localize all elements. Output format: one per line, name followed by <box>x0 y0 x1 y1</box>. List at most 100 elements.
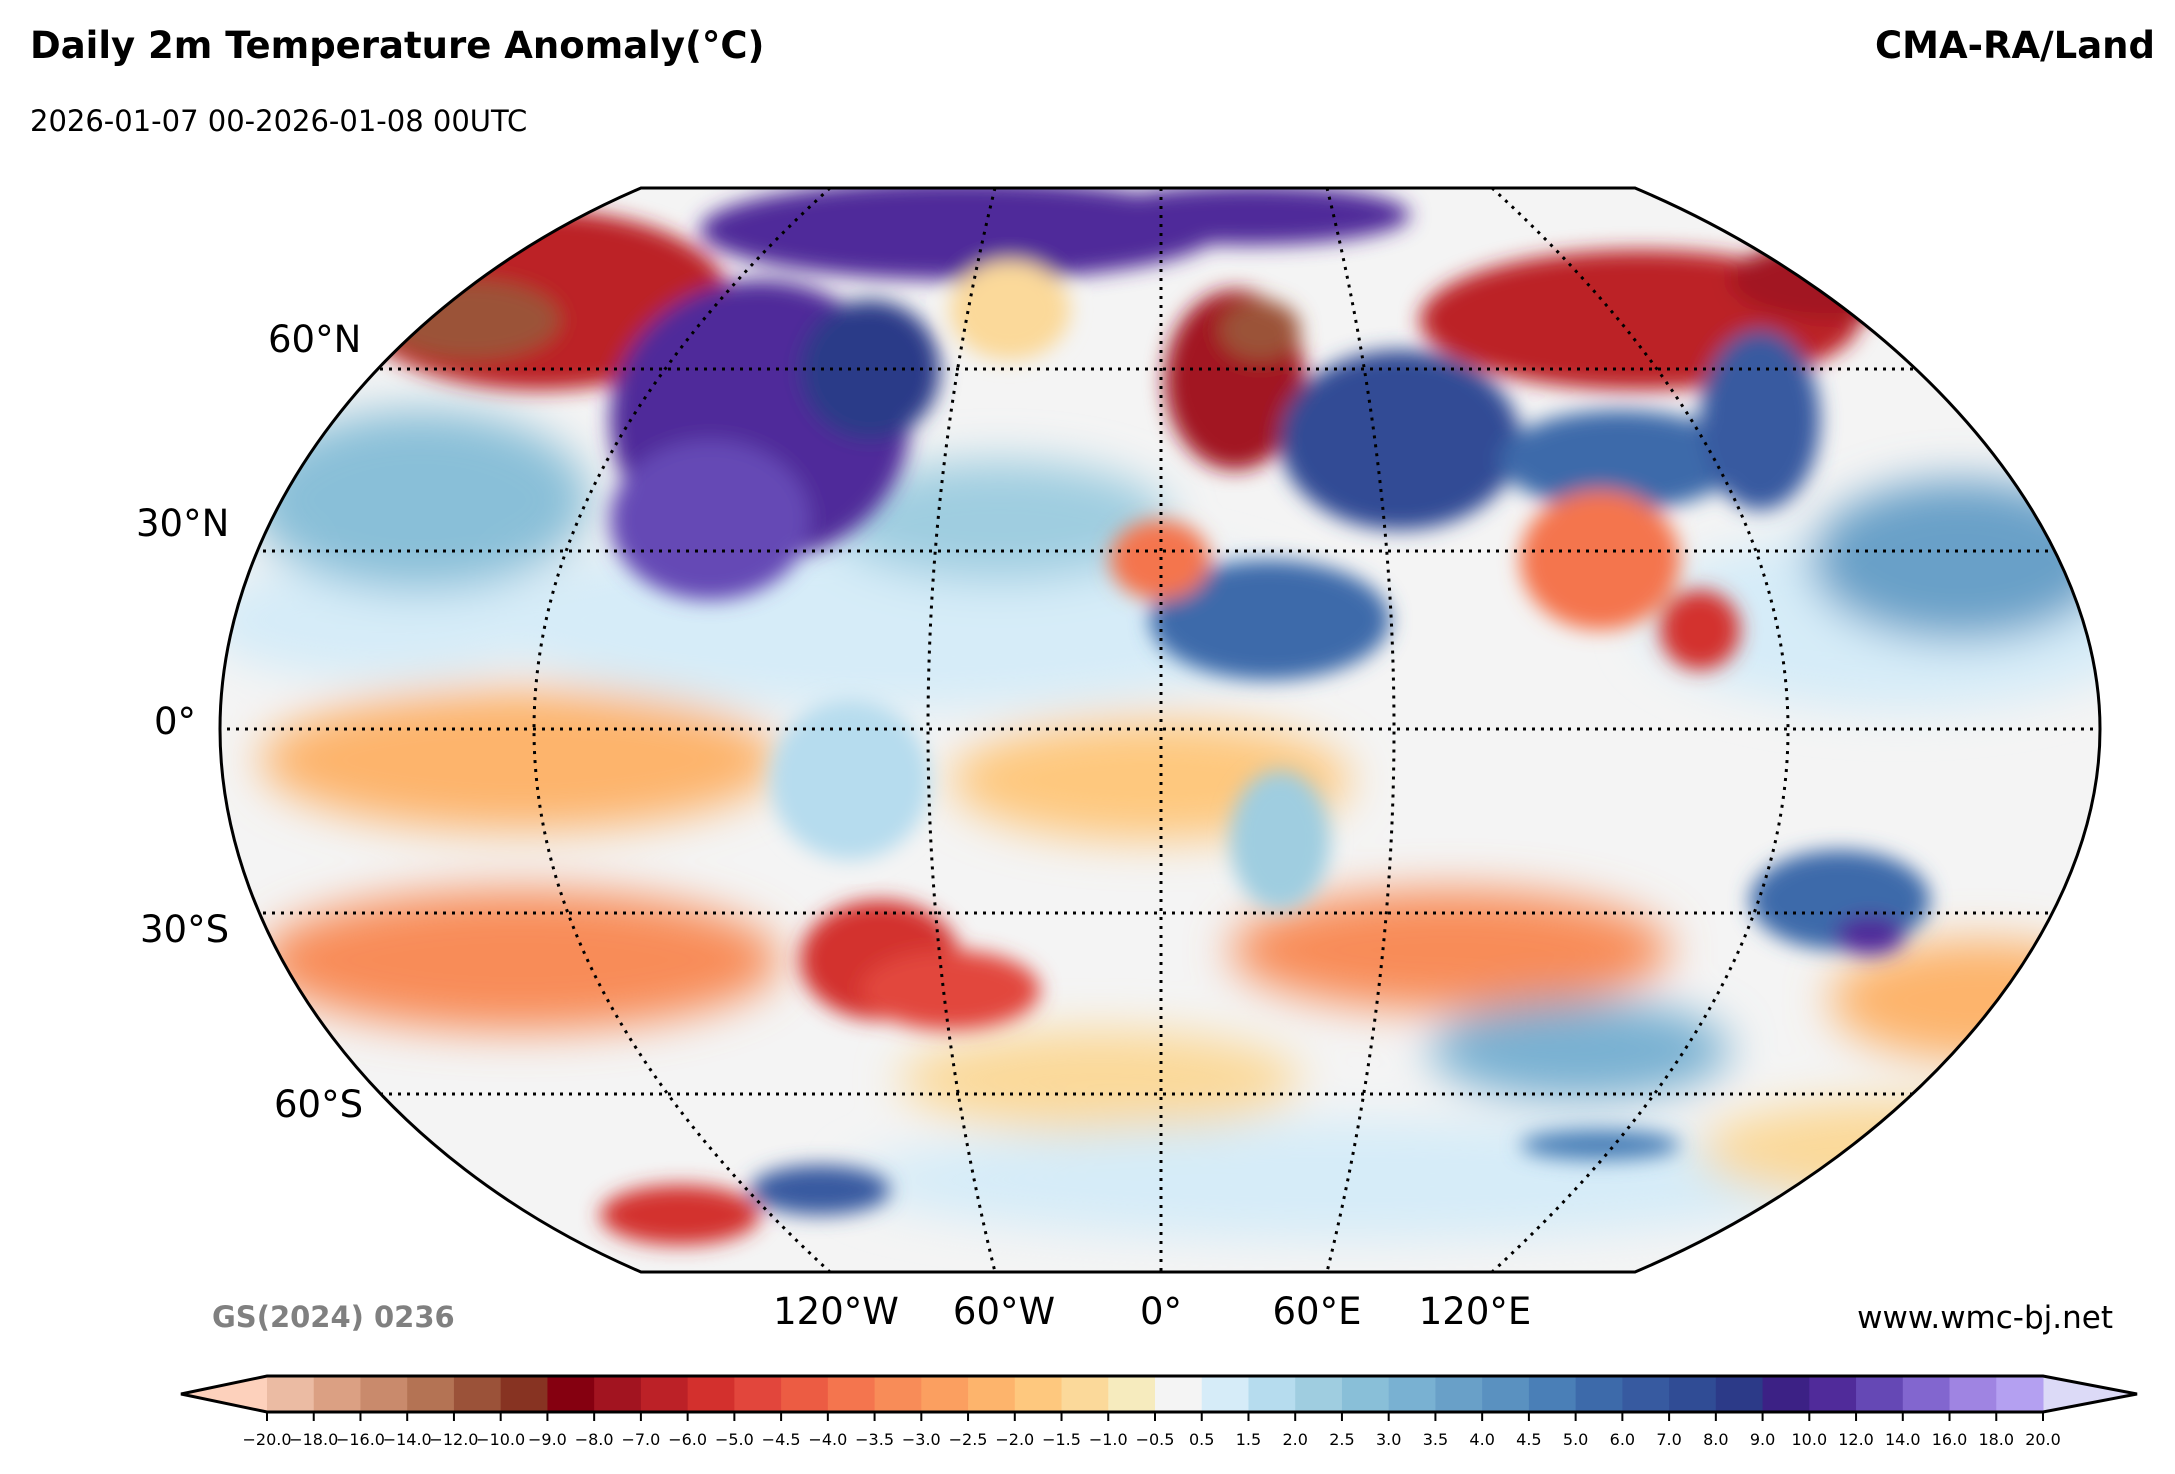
colorbar-tick-label: 1.5 <box>1236 1430 1261 1449</box>
northwest-pacific-cold-patch <box>1810 480 2100 640</box>
colorbar-bin <box>1762 1376 1810 1412</box>
tasman-sea-warm-patch <box>1830 940 2100 1060</box>
colorbar-bin <box>827 1376 876 1412</box>
west-antarctica-warm-patch <box>600 1185 760 1245</box>
colorbar-tick-label: −5.0 <box>715 1430 754 1449</box>
map-approval-number: GS(2024) 0236 <box>212 1300 455 1334</box>
colorbar-tick-label: 9.0 <box>1750 1430 1775 1449</box>
colorbar-tick-label: 20.0 <box>2025 1430 2061 1449</box>
southeast-australia-strong-cold-patch <box>1835 915 1905 955</box>
southwest-atlantic-warm-patch <box>860 950 1040 1030</box>
colorbar-tick-label: 2.5 <box>1329 1430 1354 1449</box>
east-antarctica-cold-patch <box>1520 1130 1680 1160</box>
colorbar-tick-label: 16.0 <box>1932 1430 1968 1449</box>
greenland-warm-patch <box>950 260 1070 360</box>
colorbar-tick-label: −12.0 <box>429 1430 478 1449</box>
south-asia-warm-patch <box>1520 490 1680 630</box>
colorbar-tick-label: −14.0 <box>383 1430 432 1449</box>
colorbar-bin <box>453 1376 502 1412</box>
colorbar-bin <box>1295 1376 1343 1412</box>
colorbar-tick-label: 8.0 <box>1703 1430 1728 1449</box>
colorbar-bin <box>1622 1376 1670 1412</box>
colorbar-bin <box>547 1376 595 1412</box>
east-asia-cold-patch <box>1700 330 1820 510</box>
colorbar-tick-label: 3.0 <box>1376 1430 1401 1449</box>
colorbar-bin <box>1435 1376 1483 1412</box>
colorbar-bin <box>1482 1376 1530 1412</box>
colorbar-over-extend <box>2043 1376 2137 1412</box>
time-range-label: 2026-01-07 00-2026-01-08 00UTC <box>30 104 528 138</box>
east-pacific-cool-patch <box>220 560 560 680</box>
anomaly-field <box>220 188 2100 1272</box>
central-asia-cold-patch <box>1500 410 1740 510</box>
southern-ocean-cold-patch <box>1430 1000 1730 1100</box>
colorbar-bin <box>1902 1376 1951 1412</box>
south-pacific-warm-patch <box>260 690 780 830</box>
colorbar-tick-label: −6.0 <box>668 1430 707 1449</box>
north-africa-cold-patch <box>1150 560 1390 680</box>
colorbar-bin <box>267 1376 315 1412</box>
colorbar-bin <box>968 1376 1016 1412</box>
colorbar-tick-label: −3.0 <box>902 1430 941 1449</box>
colorbar-bin <box>1856 1376 1904 1412</box>
data-source-label: CMA-RA/Land <box>1875 24 2155 67</box>
colorbar-bin <box>1155 1376 1203 1412</box>
colorbar-tick-label: 12.0 <box>1838 1430 1874 1449</box>
colorbar-tick-label: −8.0 <box>575 1430 614 1449</box>
colorbar-bin <box>1575 1376 1623 1412</box>
colorbar-bin <box>1809 1376 1857 1412</box>
western-russia-cold-patch <box>1280 350 1520 530</box>
southern-africa-cool-patch <box>1230 770 1330 910</box>
colorbar-bin <box>1014 1376 1063 1412</box>
colorbar-bin <box>313 1376 361 1412</box>
meridian-60w <box>926 188 997 1272</box>
colorbar-tick-label: −4.5 <box>762 1430 801 1449</box>
colorbar-tick-label: −2.5 <box>949 1430 988 1449</box>
colorbar-tick-label: 7.0 <box>1656 1430 1681 1449</box>
lon-label-60e: 60°E <box>1272 1290 1362 1333</box>
arctic-cold-patch <box>700 188 1220 280</box>
colorbar-bin <box>1715 1376 1764 1412</box>
colorbar-tick-label: 3.5 <box>1423 1430 1448 1449</box>
graticule <box>220 188 2100 1272</box>
lat-label-30n: 30°N <box>136 502 230 545</box>
eastern-canada-cold-patch <box>800 300 940 440</box>
website-label: www.wmc-bj.net <box>1857 1300 2113 1336</box>
colorbar-tick-label: −10.0 <box>476 1430 525 1449</box>
arctic-east-cold-patch <box>1090 188 1410 245</box>
colorbar-tick-label: −20.0 <box>242 1430 291 1449</box>
lon-label-120e: 120°E <box>1418 1290 1532 1333</box>
colorbar-tick-label: 14.0 <box>1885 1430 1921 1449</box>
colorbar-bin <box>781 1376 829 1412</box>
lat-label-eq: 0° <box>154 700 197 743</box>
colorbar-tick-label: 6.0 <box>1610 1430 1635 1449</box>
colorbar-bin <box>1248 1376 1296 1412</box>
colorbar-bin <box>687 1376 735 1412</box>
chart-title: Daily 2m Temperature Anomaly(°C) <box>30 24 765 67</box>
colorbar-under-extend <box>181 1376 267 1412</box>
colorbar-tick-label: −16.0 <box>336 1430 385 1449</box>
colorbar-bin <box>1528 1376 1577 1412</box>
colorbar-tick-label: 4.0 <box>1469 1430 1494 1449</box>
colorbar-bin <box>407 1376 455 1412</box>
southern-ocean-warm-patch <box>900 1030 1300 1130</box>
colorbar-bin <box>1341 1376 1390 1412</box>
north-pacific-cold-patch <box>250 410 590 590</box>
colorbar-bin <box>1388 1376 1436 1412</box>
central-us-cold-patch <box>610 440 810 600</box>
colorbar-bin <box>874 1376 922 1412</box>
brazil-cool-patch <box>770 700 930 860</box>
colorbar-tick-label: −18.0 <box>289 1430 338 1449</box>
southeast-asia-warm-patch <box>1660 590 1740 670</box>
colorbar-tick-label: 4.5 <box>1516 1430 1541 1449</box>
colorbar-tick-label: −2.0 <box>995 1430 1034 1449</box>
colorbar-bin <box>1201 1376 1249 1412</box>
colorbar-bin <box>360 1376 408 1412</box>
alaska-strong-warm-patch <box>380 280 560 360</box>
lon-label-120w: 120°W <box>773 1290 899 1333</box>
scandinavia-strong-warm-patch <box>1220 300 1300 360</box>
colorbar-bin <box>734 1376 782 1412</box>
colorbar: −20.0−18.0−16.0−14.0−12.0−10.0 −9.0 −8.0 −7… <box>180 1374 2138 1449</box>
east-antarctica-cool-patch <box>850 1120 1850 1240</box>
